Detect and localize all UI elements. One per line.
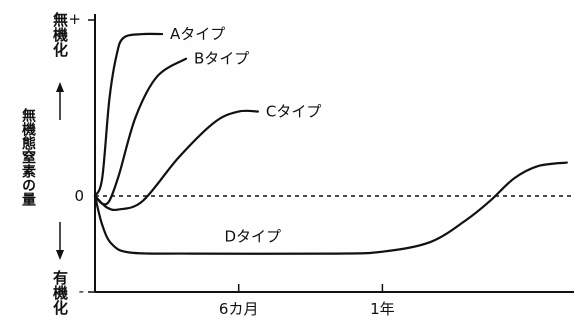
down-arrow-icon bbox=[56, 222, 64, 260]
x-tick-label-0: 6カ月 bbox=[219, 300, 259, 318]
x-ticks: 6カ月 1年 bbox=[219, 284, 395, 318]
series-labels: Aタイプ Bタイプ Cタイプ Dタイプ bbox=[170, 25, 321, 246]
series-line-0 bbox=[93, 32, 164, 198]
series-label-1: Bタイプ bbox=[194, 50, 249, 68]
y-bottom-label: 有機化 bbox=[51, 269, 69, 315]
y-bottom-sign: - bbox=[79, 282, 84, 300]
series-line-1 bbox=[93, 57, 188, 206]
series-line-2 bbox=[93, 109, 259, 212]
series-label-2: Cタイプ bbox=[266, 103, 321, 121]
series-label-0: Aタイプ bbox=[170, 25, 225, 43]
series-lines bbox=[93, 32, 568, 255]
y-zero-label: 0 bbox=[74, 187, 84, 205]
series-line-3 bbox=[93, 161, 568, 255]
series-label-3: Dタイプ bbox=[225, 228, 282, 246]
x-tick-label-1: 1年 bbox=[370, 300, 395, 318]
y-top-sign: + bbox=[68, 10, 81, 28]
y-top-label: 無機化 bbox=[51, 11, 69, 57]
up-arrow-icon bbox=[56, 82, 64, 120]
y-center-label: 無機態窒素の量 bbox=[20, 107, 36, 207]
